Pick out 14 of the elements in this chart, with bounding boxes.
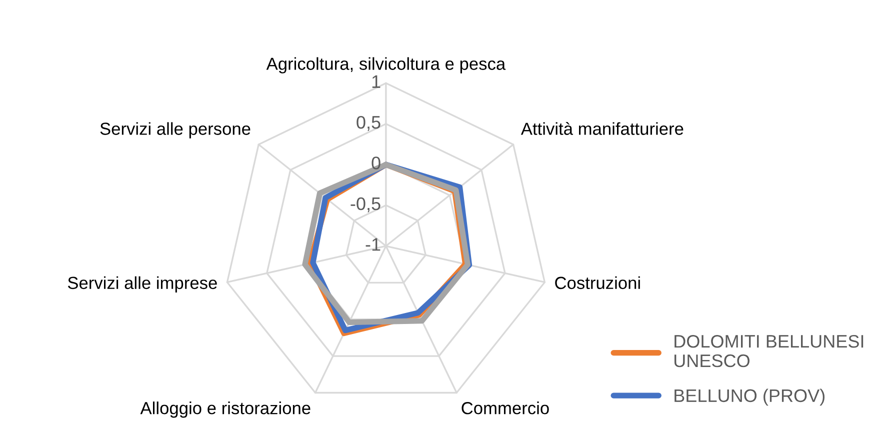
y-tick-label: 0,5 — [356, 116, 380, 131]
y-tick-label: -0,5 — [350, 197, 380, 212]
legend-label: DOLOMITI BELLUNESI UNESCO — [674, 334, 864, 368]
spoke-label: Costruzioni — [555, 276, 640, 290]
spoke-label: Servizi alle persone — [100, 122, 250, 138]
spoke-label: Servizi alle imprese — [68, 276, 217, 293]
spoke-label: Commercio — [462, 402, 549, 414]
spoke-label: Attività manifatturiere — [520, 122, 684, 135]
y-tick-label: 0 — [372, 156, 380, 170]
y-tick-label: -1 — [366, 238, 380, 251]
legend-label: BELLUNO (PROV) — [674, 388, 824, 406]
y-tick-label: 1 — [372, 75, 380, 88]
spoke-label: Agricoltura, silvicoltura e pesca — [266, 57, 506, 74]
spoke-label: Alloggio e ristorazione — [140, 402, 310, 418]
